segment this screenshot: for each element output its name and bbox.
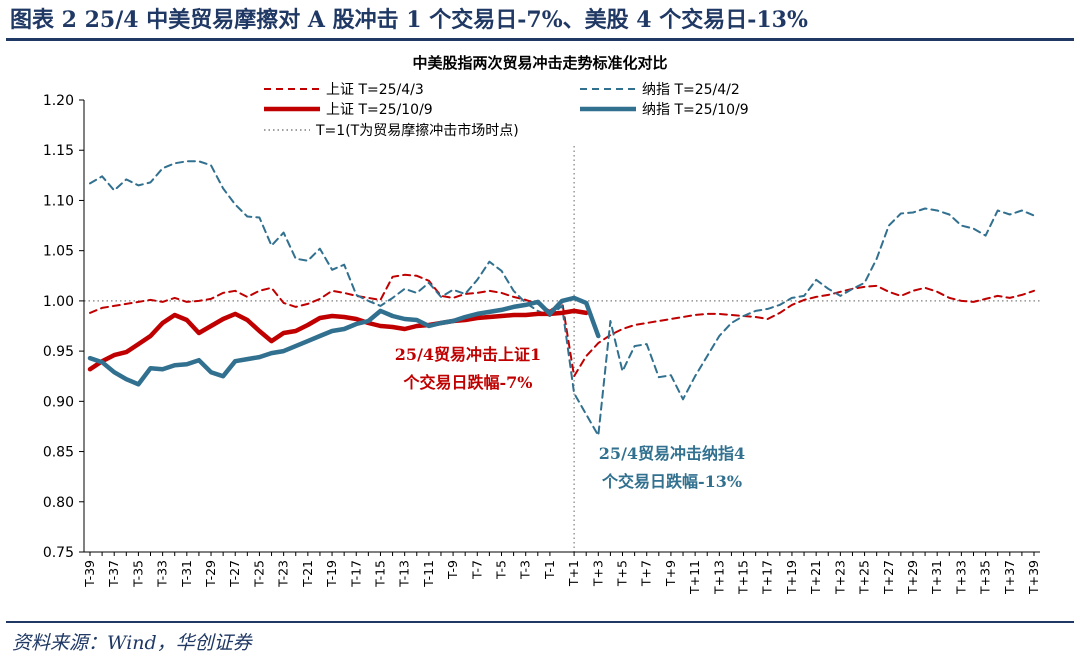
y-tick-label: 0.90 [43,394,74,410]
y-tick-label: 0.95 [43,344,74,360]
x-tick-label: T-31 [179,560,194,588]
x-tick-label: T+37 [1002,560,1017,595]
x-tick-label: T-23 [276,560,291,588]
source-note: 资料来源：Wind，华创证券 [12,632,252,654]
x-tick-label: T-29 [203,560,218,588]
legend-label: 纳指 T=25/10/9 [642,102,749,118]
x-tick-label: T+31 [929,560,944,595]
annotation-text: 25/4贸易冲击纳指4 [599,444,745,463]
annotation-text: 个交易日跌幅-13% [601,472,742,491]
x-tick-label: T-17 [348,560,363,588]
axes: 0.75 0.80 0.85 0.90 0.95 1.00 1.05 1.10 1.15 1.20… [43,93,1041,595]
legend-label: 纳指 T=25/4/2 [642,82,740,98]
x-tick-label: T+35 [978,560,993,595]
series-line-3 [87,295,601,387]
x-tick-label: T-39 [82,560,97,588]
x-tick-label: T+23 [832,560,847,595]
x-tick-label: T-5 [493,560,508,580]
x-tick-label: T+29 [905,560,920,595]
y-tick-label: 1.10 [43,193,74,209]
x-tick-label: T+7 [639,560,654,587]
figure-title: 图表 2 25/4 中美贸易摩擦对 A 股冲击 1 个交易日-7%、美股 4 个… [10,7,808,33]
x-tick-label: T-21 [300,560,315,588]
y-tick-label: 0.75 [43,545,74,561]
x-tick-label: T+3 [590,560,605,587]
title-rule [6,38,1074,41]
footer-rule [6,621,1074,623]
x-tick-label: T-1 [542,560,557,580]
x-tick-label: T+33 [953,560,968,595]
x-tick-label: T+9 [663,560,678,587]
annotation-text: 25/4贸易冲击上证1 [395,345,541,364]
series-line-0 [89,273,1035,378]
legend-label: 上证 T=25/10/9 [326,102,433,118]
x-tick-label: T-11 [421,560,436,588]
legend-label: 上证 T=25/4/3 [326,82,424,98]
y-tick-label: 1.05 [43,244,74,260]
x-tick-label: T-3 [518,560,533,580]
x-tick-label: T-35 [130,560,145,588]
series-layer [87,160,1035,437]
x-tick-label: T-15 [372,560,387,588]
x-tick-label: T-37 [106,560,121,588]
x-tick-label: T+27 [881,560,896,595]
x-tick-label: T+21 [808,560,823,595]
y-tick-label: 0.85 [43,445,74,461]
legend: 上证 T=25/4/3 纳指 T=25/4/2 上证 T=25/10/9 纳指 T=2… [264,82,749,139]
x-tick-label: T-13 [397,560,412,588]
reference-lines [84,146,1040,552]
x-tick-label: T+11 [687,560,702,595]
x-tick-label: T-7 [469,560,484,580]
annotations: 25/4贸易冲击上证1 个交易日跌幅-7% 25/4贸易冲击纳指4 个交易日跌幅-13… [395,345,745,491]
x-tick-label: T+15 [736,560,751,595]
x-tick-label: T-19 [324,560,339,588]
x-tick-label: T+1 [566,560,581,587]
y-tick-label: 0.80 [43,495,74,511]
series-line-1 [89,160,1035,437]
x-tick-label: T-27 [227,560,242,588]
chart-title: 中美股指两次贸易冲击走势标准化对比 [412,54,667,72]
legend-label: T=1(T为贸易摩擦冲击市场时点) [315,122,519,139]
series-line-2 [87,308,589,372]
x-tick-label: T+19 [784,560,799,595]
x-tick-label: T+13 [711,560,726,595]
x-tick-label: T+17 [760,560,775,595]
y-tick-label: 1.00 [43,294,74,310]
y-tick-label: 1.20 [43,93,74,109]
x-tick-label: T-25 [251,560,266,588]
x-tick-label: T+5 [615,560,630,587]
x-tick-label: T-33 [155,560,170,588]
x-tick-label: T-9 [445,560,460,580]
x-tick-label: T+39 [1026,560,1041,595]
x-tick-label: T+25 [857,560,872,595]
annotation-text: 个交易日跌幅-7% [403,373,533,392]
y-tick-label: 1.15 [43,143,74,159]
